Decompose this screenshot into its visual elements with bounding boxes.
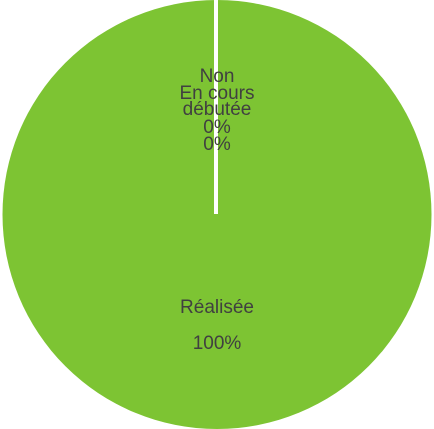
label-non-debutee-line1: Non <box>200 66 235 87</box>
label-non-debutee-line2: débutée <box>183 99 252 120</box>
label-non-debutee-value: 0% <box>203 117 231 138</box>
label-realisee-value: 100% <box>193 333 242 354</box>
pie-labels: Non débutée 0% En cours 0% Réalisée 100% <box>180 66 255 354</box>
label-en-cours-name: En cours <box>180 83 255 104</box>
label-en-cours-value: 0% <box>203 134 231 155</box>
label-realisee-name: Réalisée <box>180 297 254 318</box>
